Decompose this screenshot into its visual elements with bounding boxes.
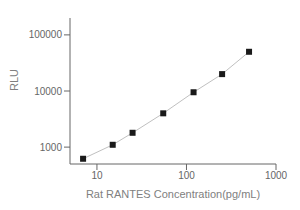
svg-text:1000: 1000: [40, 142, 63, 153]
svg-text:100: 100: [178, 170, 195, 181]
svg-text:10000: 10000: [34, 86, 62, 97]
svg-text:RLU: RLU: [8, 69, 20, 91]
svg-text:100000: 100000: [29, 29, 63, 40]
svg-text:10: 10: [91, 170, 103, 181]
svg-text:Rat RANTES Concentration(pg/mL: Rat RANTES Concentration(pg/mL): [86, 188, 260, 200]
svg-text:1000: 1000: [265, 170, 288, 181]
